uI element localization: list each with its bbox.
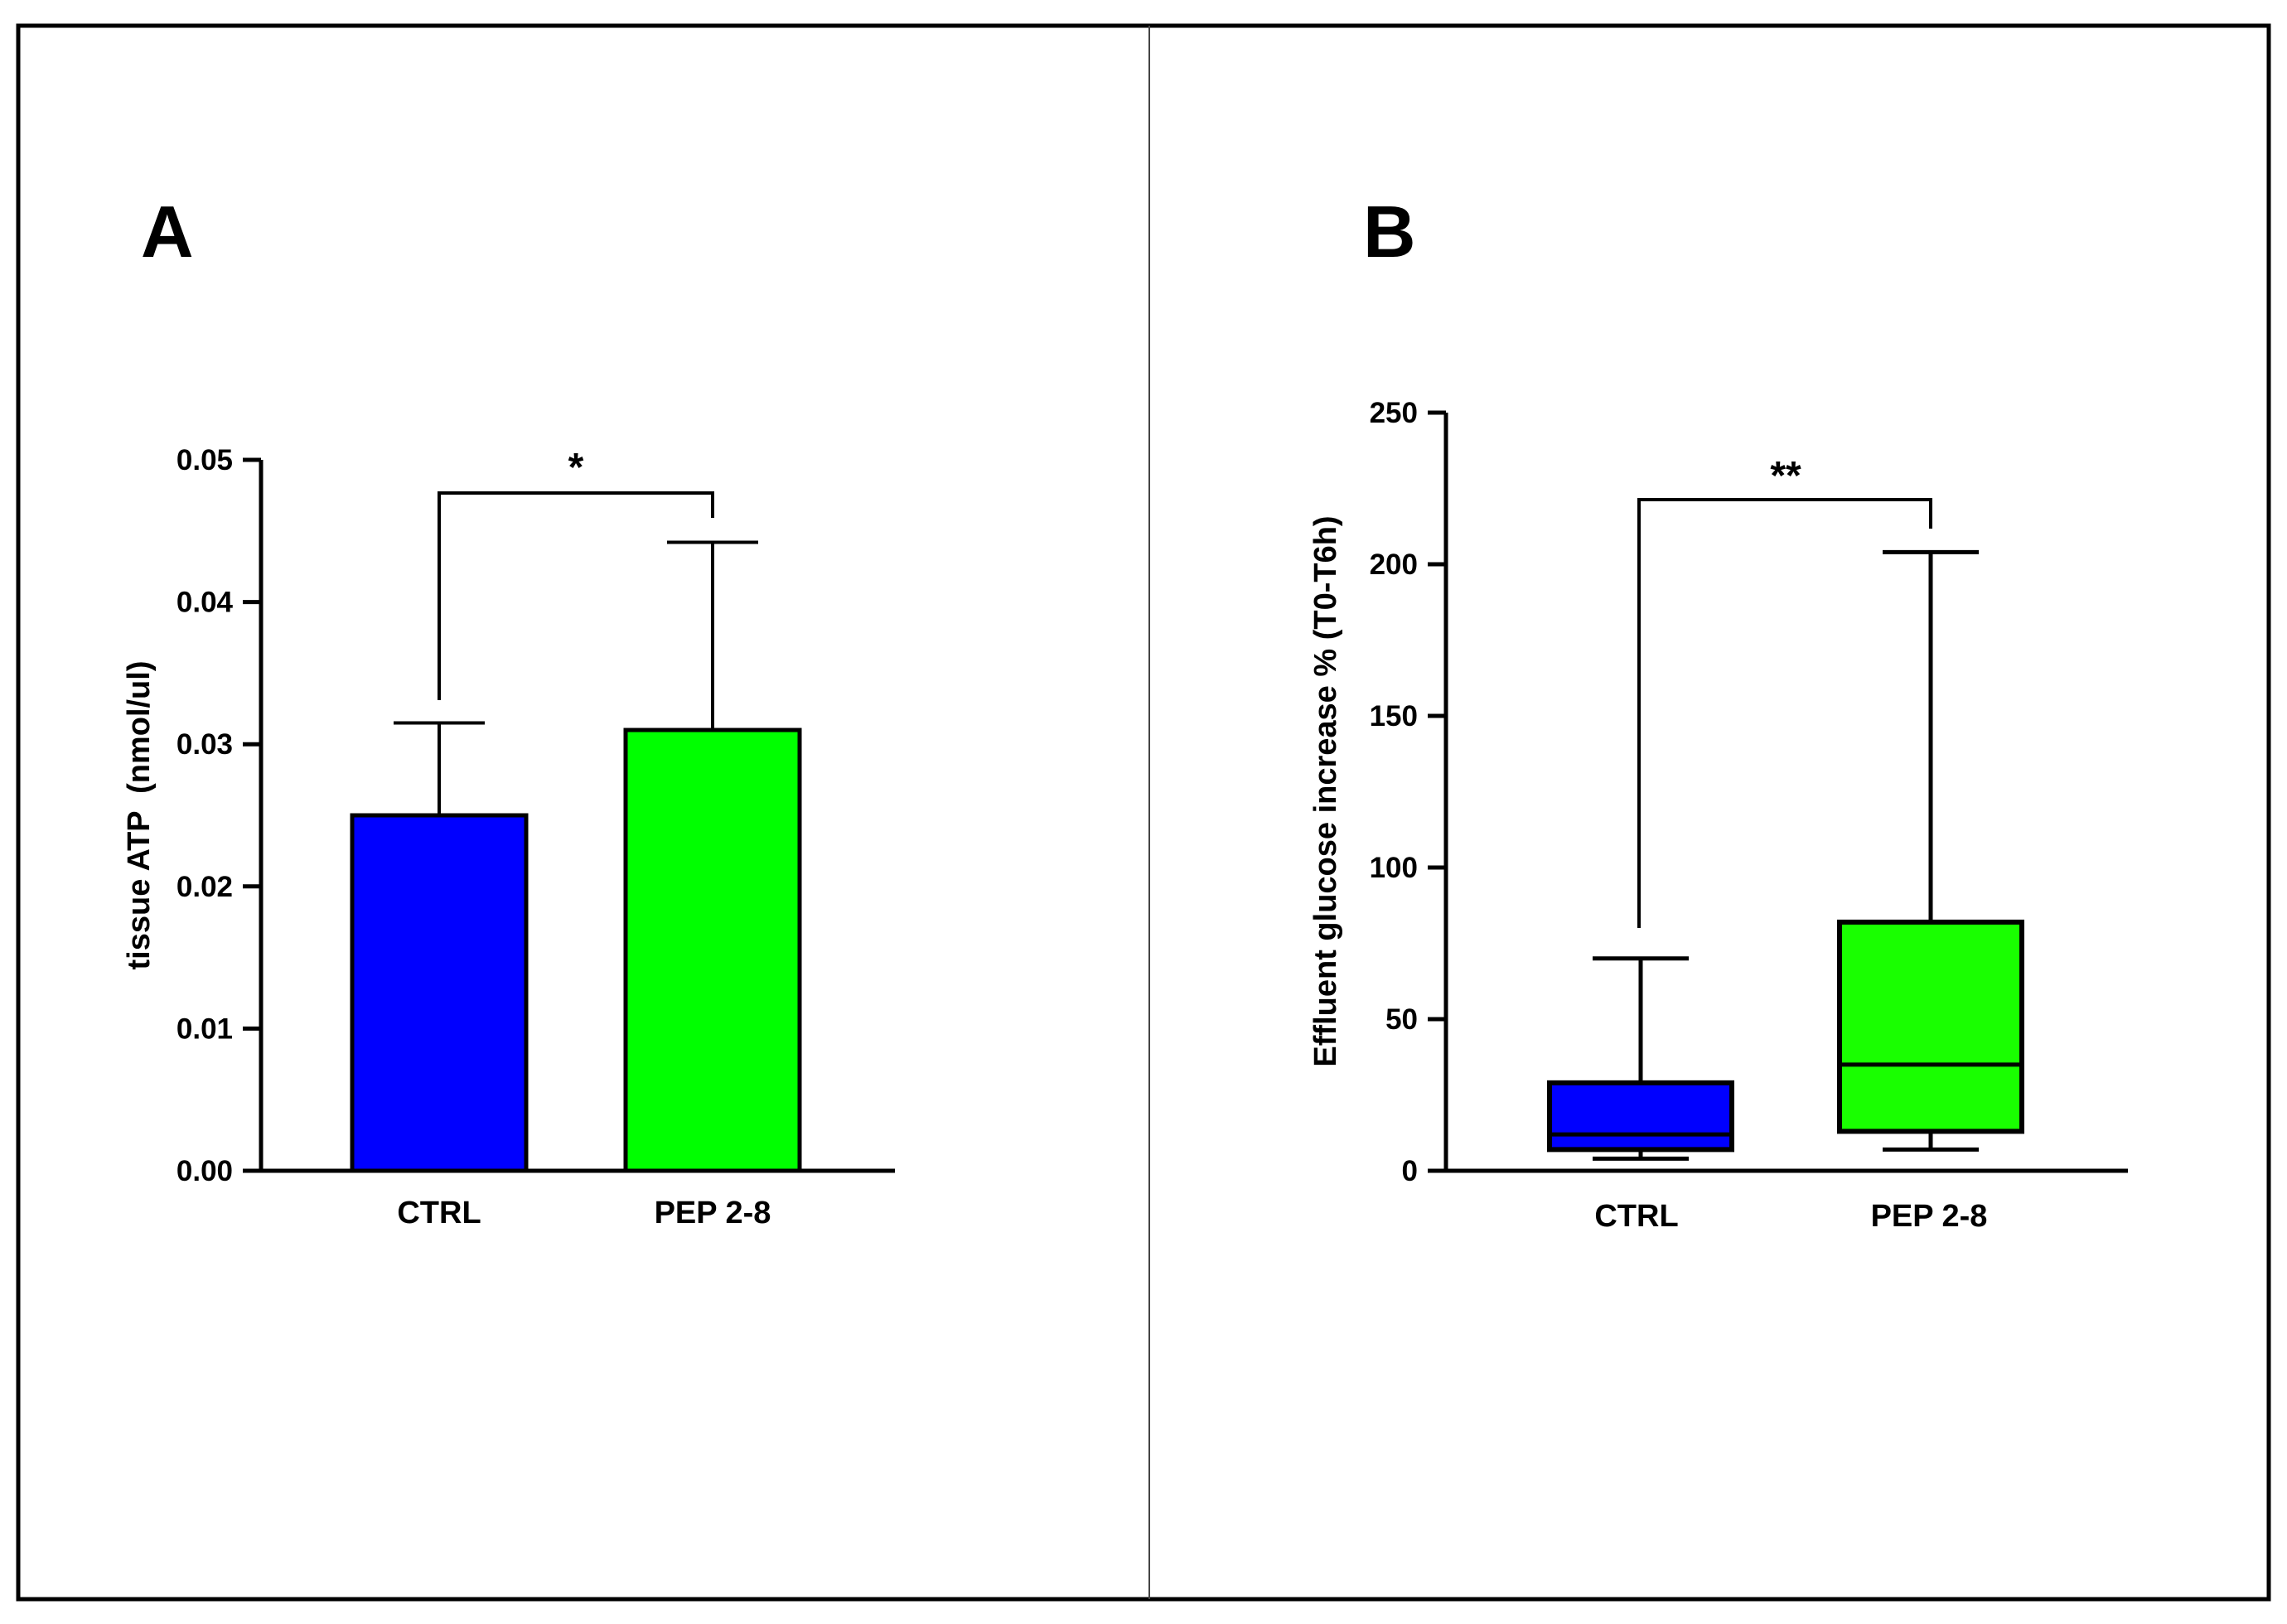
panel-a-bars xyxy=(350,727,802,1173)
panel-b-y-tick-label: 250 xyxy=(1370,397,1418,429)
panel-b-y-tick-label: 200 xyxy=(1370,549,1418,581)
panel-b-y-tick-label: 100 xyxy=(1370,852,1418,884)
panel-a-error-bars xyxy=(394,540,758,815)
figure-frame xyxy=(16,23,2271,1602)
panel-a-bar-pep xyxy=(623,727,802,1173)
panel-a-y-tick-label: 0.05 xyxy=(176,444,233,476)
panel-b-significance-label: ** xyxy=(1770,454,1801,498)
panel-a-x-label-pep: PEP 2-8 xyxy=(655,1196,771,1230)
panel-a-significance-bracket: * xyxy=(438,446,714,700)
panel-b-box-pep xyxy=(1837,549,2024,1152)
panel-a-y-ticks: 0.00 0.01 0.02 0.03 0.04 0.05 xyxy=(176,444,261,1187)
panel-b-x-label-ctrl: CTRL xyxy=(1594,1199,1678,1234)
panel-b-significance-bracket: ** xyxy=(1637,454,1932,928)
panel-b-y-axis-title: Effluent glucose increase % (T0-T6h) xyxy=(1308,515,1343,1066)
panel-b-iqr-box xyxy=(1547,1080,1734,1153)
panel-a-y-tick-label: 0.01 xyxy=(176,1013,233,1045)
panel-a-y-tick-label: 0.03 xyxy=(176,728,233,761)
panel-a-y-axis-title: tissue ATP (nmol/ul) xyxy=(122,661,157,970)
panel-b-y-tick-label: 50 xyxy=(1385,1003,1418,1036)
panel-a-y-tick-label: 0.04 xyxy=(176,587,234,619)
panel-a-chart: 0.00 0.01 0.02 0.03 0.04 0.05 CTRL PEP 2-8 ti… xyxy=(122,444,895,1230)
panel-b-y-tick-label: 150 xyxy=(1370,700,1418,732)
panel-b-iqr-box xyxy=(1837,919,2024,1134)
panel-a-letter: A xyxy=(141,191,194,273)
panel-b-y-ticks: 0 50 100 150 200 250 xyxy=(1370,397,1446,1187)
panel-a-x-label-ctrl: CTRL xyxy=(397,1196,481,1230)
panel-a-bar-ctrl xyxy=(350,813,529,1173)
panel-b-letter: B xyxy=(1363,191,1416,273)
panel-a-y-tick-label: 0.02 xyxy=(176,871,233,903)
panel-b-boxes xyxy=(1547,549,2024,1161)
panel-b-x-label-pep: PEP 2-8 xyxy=(1871,1199,1988,1234)
panel-b-chart: 0 50 100 150 200 250 CTRL PEP 2-8 Effluent gl… xyxy=(1308,397,2128,1234)
panel-b-y-tick-label: 0 xyxy=(1402,1155,1418,1187)
panel-a-y-tick-label: 0.00 xyxy=(176,1155,233,1187)
panel-a-significance-label: * xyxy=(568,446,584,490)
panel-b-box-ctrl xyxy=(1547,956,1734,1161)
